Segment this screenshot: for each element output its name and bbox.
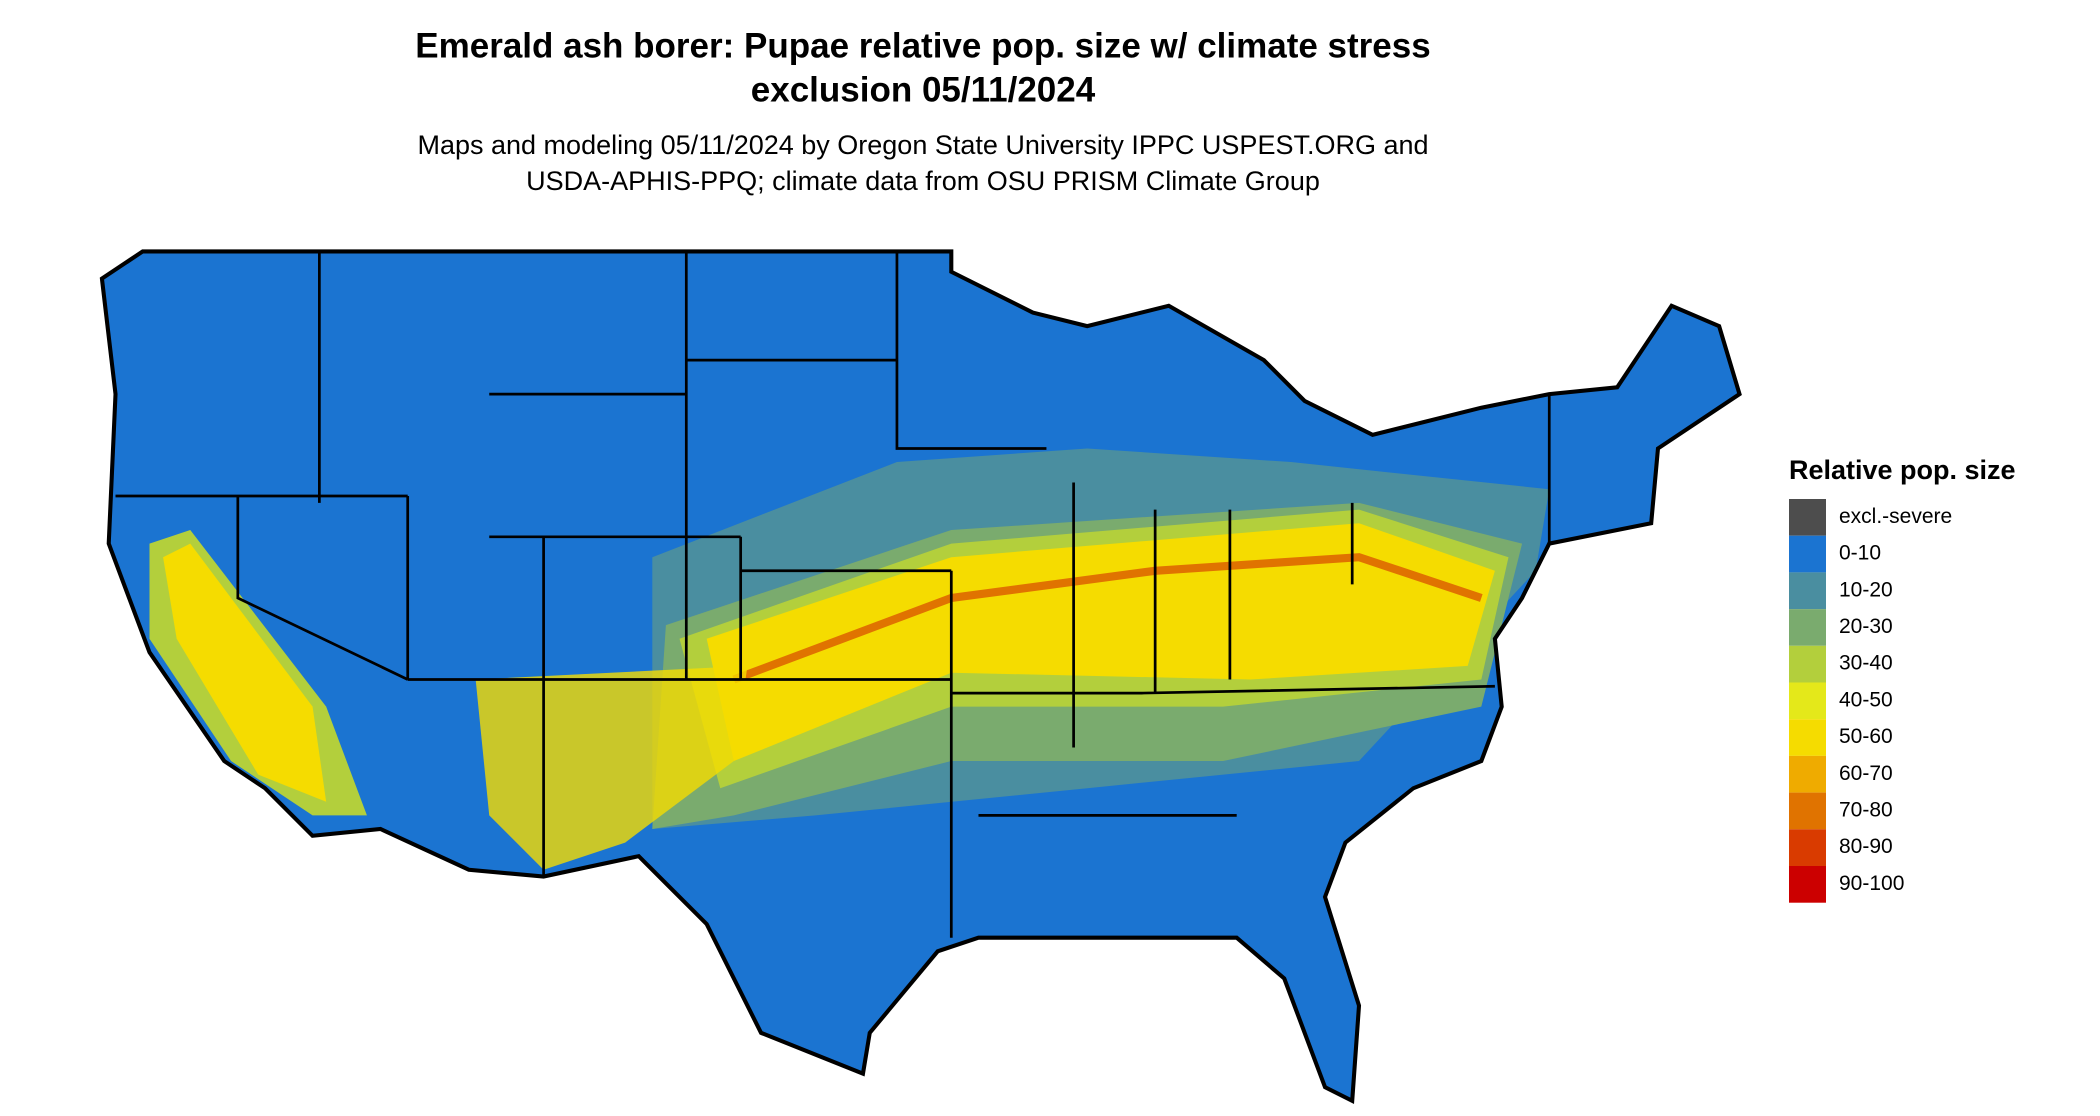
legend-swatch: [1789, 792, 1826, 830]
legend-swatch: [1789, 866, 1826, 903]
legend-label: 10-20: [1839, 578, 1893, 601]
legend: Relative pop. size excl.-severe 0-10 10-20…: [1789, 455, 2016, 903]
legend-swatch: [1789, 609, 1826, 646]
legend-swatch: [1789, 499, 1826, 536]
title: exclusion 05/11/2024: [751, 70, 1096, 109]
legend-label: 0-10: [1839, 542, 1881, 565]
legend-label: 20-30: [1839, 615, 1893, 638]
legend-swatch: [1789, 645, 1826, 683]
legend-label: 90-100: [1839, 872, 1904, 895]
legend-label: 60-70: [1839, 762, 1893, 785]
legend-label: 50-60: [1839, 725, 1893, 748]
legend-swatch: [1789, 682, 1826, 720]
legend-label: 70-80: [1839, 798, 1893, 821]
legend-swatch: [1789, 755, 1826, 793]
legend-swatch: [1789, 719, 1826, 756]
title: Emerald ash borer: Pupae relative pop. s…: [415, 26, 1430, 65]
legend-label: 30-40: [1839, 652, 1893, 675]
legend-label: 40-50: [1839, 688, 1893, 711]
legend-swatch: [1789, 535, 1826, 573]
legend-label: excl.-severe: [1839, 505, 1952, 528]
subtitle: Maps and modeling 05/11/2024 by Oregon S…: [417, 130, 1428, 160]
legend-label: 80-90: [1839, 835, 1893, 858]
map: [99, 249, 1742, 1104]
legend-swatch: [1789, 572, 1826, 610]
subtitle: USDA-APHIS-PPQ; climate data from OSU PR…: [526, 166, 1320, 196]
legend-swatch: [1789, 829, 1826, 866]
legend-title: Relative pop. size: [1789, 455, 2016, 485]
